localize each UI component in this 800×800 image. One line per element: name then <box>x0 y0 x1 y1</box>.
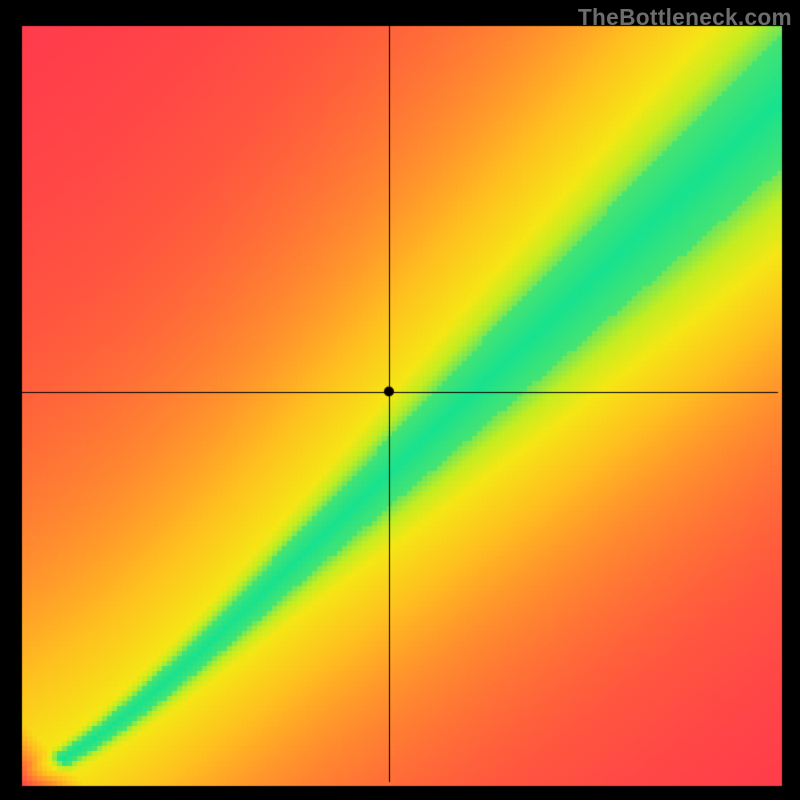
watermark-text: TheBottleneck.com <box>578 4 792 31</box>
chart-stage: TheBottleneck.com <box>0 0 800 800</box>
heatmap-canvas <box>0 0 800 800</box>
